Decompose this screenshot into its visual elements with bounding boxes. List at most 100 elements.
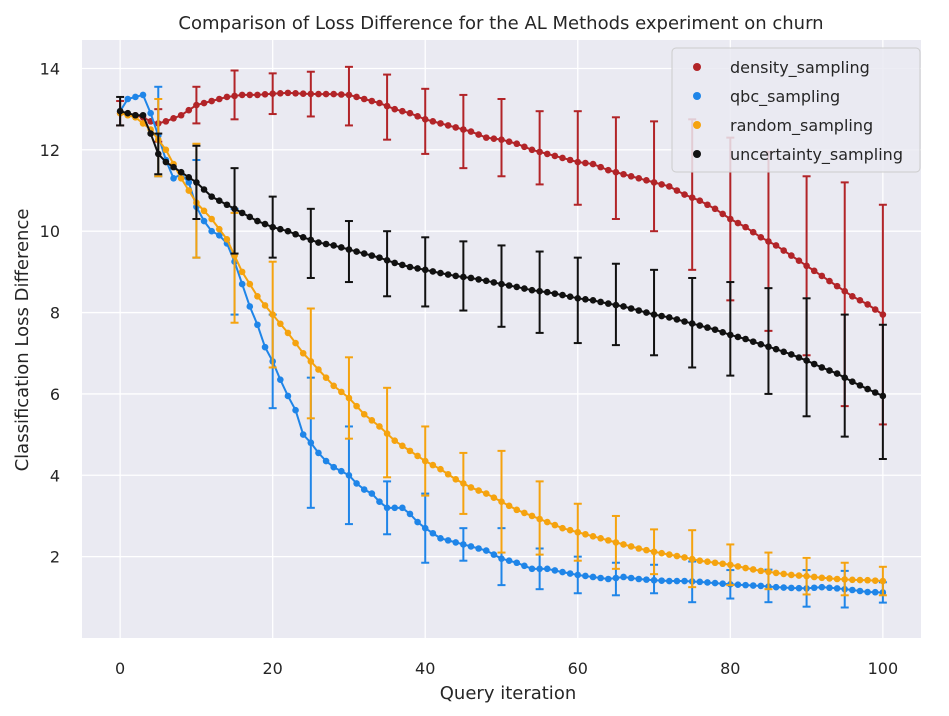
data-point-density-sampling [284, 89, 292, 97]
data-point-uncertainty-sampling [482, 277, 490, 285]
data-point-uncertainty-sampling [376, 254, 383, 261]
data-point-qbc-sampling [643, 576, 650, 583]
data-point-uncertainty-sampling [681, 318, 688, 325]
legend-box [671, 47, 921, 173]
legend-marker-density-sampling [693, 63, 701, 71]
data-point-qbc-sampling [795, 584, 803, 592]
data-point-density-sampling [292, 89, 299, 97]
data-point-qbc-sampling [460, 541, 467, 548]
legend-marker-random-sampling [693, 121, 701, 129]
data-point-density-sampling [193, 101, 200, 109]
data-point-density-sampling [490, 135, 498, 142]
data-point-random-sampling [788, 571, 795, 579]
data-point-uncertainty-sampling [765, 343, 772, 351]
data-point-density-sampling [551, 152, 559, 160]
y-tick-label: 14 [40, 59, 60, 78]
data-point-random-sampling [551, 521, 559, 529]
data-point-random-sampling [826, 575, 833, 582]
data-point-qbc-sampling [368, 490, 376, 497]
data-point-density-sampling [635, 175, 643, 182]
data-point-random-sampling [505, 502, 513, 510]
data-point-density-sampling [185, 106, 193, 114]
data-point-random-sampling [261, 302, 269, 309]
data-point-density-sampling [406, 109, 414, 117]
data-point-uncertainty-sampling [536, 287, 543, 295]
data-point-uncertainty-sampling [170, 163, 177, 171]
data-point-density-sampling [246, 91, 254, 99]
data-point-qbc-sampling [360, 486, 368, 493]
data-point-uncertainty-sampling [666, 314, 673, 321]
data-point-uncertainty-sampling [521, 285, 528, 292]
series-uncertainty-sampling [116, 95, 887, 461]
data-point-qbc-sampling [482, 547, 490, 554]
data-point-qbc-sampling [513, 559, 521, 567]
data-point-uncertainty-sampling [330, 242, 338, 249]
data-point-random-sampling [604, 537, 612, 544]
data-point-uncertainty-sampling [871, 389, 879, 396]
data-point-qbc-sampling [734, 581, 742, 589]
data-point-uncertainty-sampling [154, 150, 162, 158]
data-point-qbc-sampling [254, 321, 261, 329]
data-point-density-sampling [399, 107, 406, 115]
data-point-uncertainty-sampling [513, 283, 521, 291]
data-point-density-sampling [734, 219, 742, 227]
data-point-uncertainty-sampling [589, 297, 597, 304]
x-tick-label: 100 [868, 659, 899, 678]
data-point-random-sampling [200, 207, 208, 215]
data-point-density-sampling [582, 159, 589, 167]
data-point-random-sampling [849, 576, 856, 584]
data-point-density-sampling [177, 111, 185, 119]
data-point-density-sampling [818, 272, 826, 280]
data-point-density-sampling [162, 118, 170, 125]
data-point-qbc-sampling [749, 582, 757, 589]
data-point-density-sampling [536, 148, 543, 156]
data-point-uncertainty-sampling [429, 268, 437, 275]
data-point-uncertainty-sampling [818, 364, 826, 371]
data-point-uncertainty-sampling [673, 316, 681, 323]
data-point-uncertainty-sampling [650, 311, 658, 318]
data-point-density-sampling [780, 247, 788, 254]
data-point-qbc-sampling [292, 406, 299, 414]
data-point-density-sampling [612, 168, 620, 176]
data-point-uncertainty-sampling [223, 201, 231, 209]
data-point-density-sampling [383, 102, 391, 110]
data-point-qbc-sampling [551, 567, 559, 574]
data-point-random-sampling [559, 524, 566, 532]
data-point-density-sampling [482, 134, 490, 141]
data-point-uncertainty-sampling [307, 236, 315, 244]
data-point-random-sampling [284, 329, 292, 337]
data-point-qbc-sampling [132, 93, 139, 101]
data-point-qbc-sampling [215, 231, 223, 239]
data-point-qbc-sampling [864, 588, 871, 596]
data-point-density-sampling [475, 131, 482, 138]
legend-label-qbc-sampling: qbc_sampling [730, 87, 840, 107]
data-point-density-sampling [696, 197, 704, 204]
data-point-uncertainty-sampling [810, 360, 818, 368]
legend-label-random-sampling: random_sampling [730, 116, 873, 136]
data-point-uncertainty-sampling [627, 305, 635, 312]
data-point-random-sampling [536, 515, 543, 523]
data-point-random-sampling [452, 476, 460, 483]
y-tick-label: 2 [50, 548, 60, 567]
data-point-random-sampling [780, 570, 788, 578]
data-point-density-sampling [711, 205, 719, 213]
data-point-qbc-sampling [406, 510, 414, 518]
data-point-density-sampling [757, 234, 765, 241]
data-point-random-sampling [627, 543, 635, 550]
data-point-random-sampling [437, 465, 444, 473]
data-point-qbc-sampling [376, 498, 383, 506]
data-point-density-sampling [749, 228, 757, 236]
data-point-random-sampling [620, 541, 627, 548]
data-point-qbc-sampling [124, 95, 132, 103]
data-point-density-sampling [826, 277, 833, 285]
data-point-random-sampling [360, 410, 368, 418]
data-point-qbc-sampling [185, 179, 193, 186]
data-point-density-sampling [261, 91, 269, 98]
legend-marker-qbc-sampling [693, 92, 701, 100]
data-point-uncertainty-sampling [231, 205, 238, 213]
data-point-density-sampling [559, 154, 566, 162]
data-point-uncertainty-sampling [528, 286, 536, 294]
data-point-uncertainty-sampling [559, 291, 566, 299]
data-point-density-sampling [727, 215, 734, 223]
